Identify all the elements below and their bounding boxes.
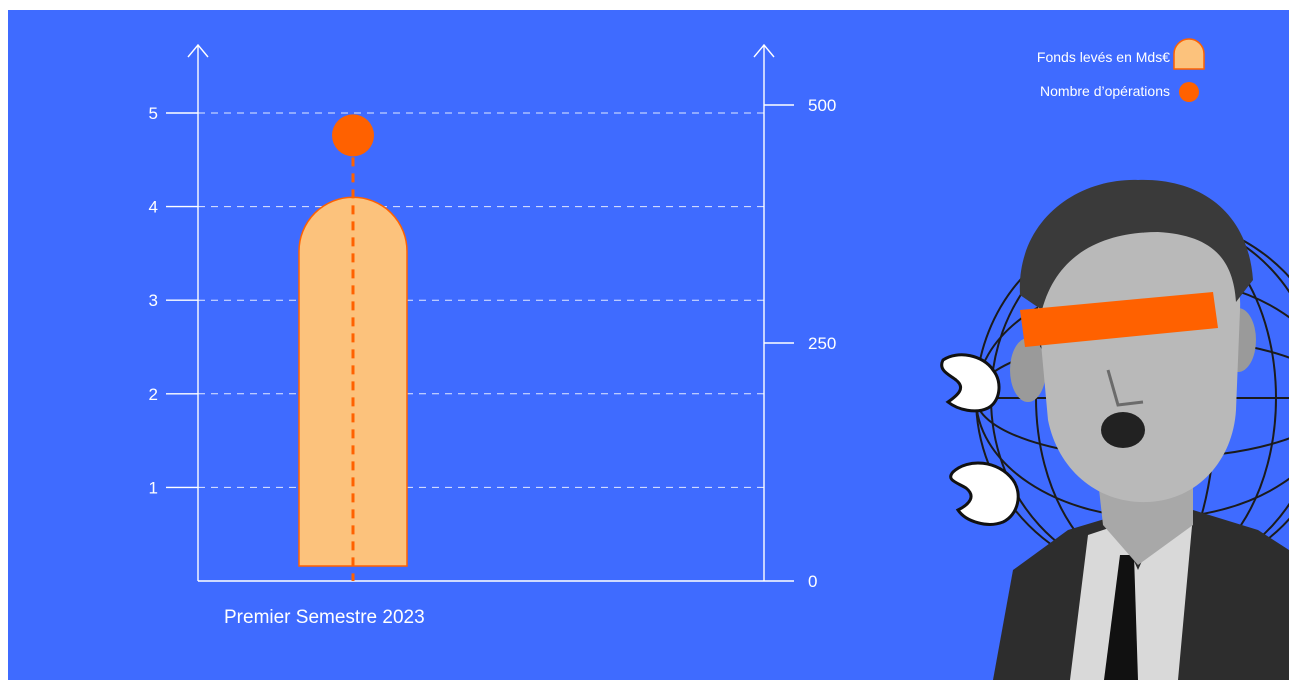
censor-bar-icon (1020, 292, 1218, 347)
axes (187, 43, 775, 582)
left-tick-label: 1 (149, 478, 158, 497)
right-axis-ticks: 0 250 500 (764, 96, 836, 591)
right-axis-arrow (753, 43, 775, 58)
left-tick-label: 3 (149, 291, 158, 310)
chart-marks (298, 114, 408, 581)
right-tick-label: 500 (808, 96, 836, 115)
illustration (940, 179, 1289, 680)
category-labels: Premier Semestre 2023 (224, 607, 425, 628)
legend-swatch-deals (1179, 82, 1199, 102)
chart-canvas: 1 2 3 4 5 0 250 500 Premier Semestre 2023 Fond… (8, 10, 1289, 680)
legend: Fonds levés en Mds€ Nombre d’opérations (1037, 38, 1205, 102)
left-tick-label: 4 (149, 198, 158, 217)
pointing-hand-icon (940, 353, 1020, 526)
legend-swatch-funds (1173, 38, 1205, 70)
left-axis-ticks: 1 2 3 4 5 (149, 104, 198, 497)
left-axis-arrow (187, 43, 209, 58)
chart-svg: 1 2 3 4 5 0 250 500 Premier Semestre 2023 Fond… (8, 10, 1289, 680)
legend-label-deals: Nombre d’opérations (1040, 83, 1170, 99)
surprised-man-photo-icon (993, 179, 1289, 680)
dot-deals (332, 114, 374, 157)
right-tick-label: 250 (808, 334, 836, 353)
left-tick-label: 5 (149, 104, 158, 123)
left-tick-label: 2 (149, 385, 158, 404)
category-label: Premier Semestre 2023 (224, 607, 425, 628)
right-tick-label: 0 (808, 572, 817, 591)
gridlines (198, 112, 764, 488)
legend-label-funds: Fonds levés en Mds€ (1037, 49, 1170, 65)
